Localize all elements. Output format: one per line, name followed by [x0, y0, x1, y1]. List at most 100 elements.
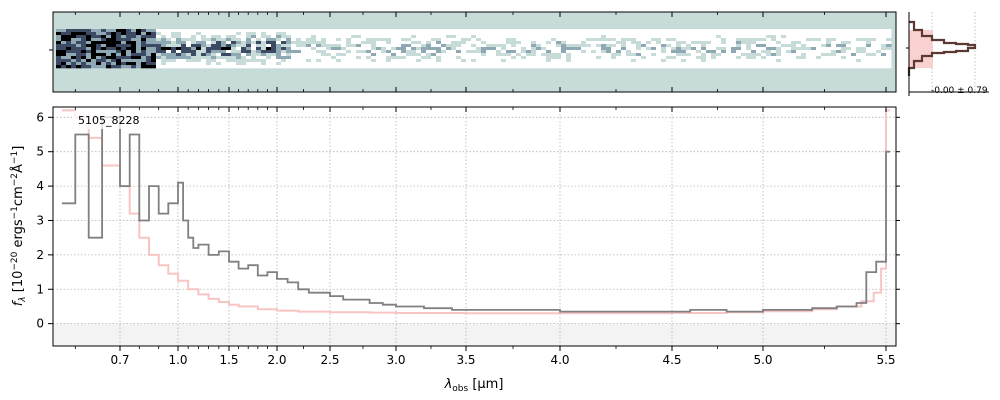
spectrum-2d-cell: [716, 38, 722, 42]
spectrum-2d-cell: [711, 47, 717, 51]
spectrum-2d-cell: [166, 56, 172, 60]
spectrum-2d-cell: [421, 62, 427, 66]
spectrum-2d-cell: [101, 50, 107, 54]
spectrum-2d-cell: [531, 29, 537, 33]
below-zero-shade: [53, 323, 896, 346]
spectrum-2d-cell: [151, 44, 157, 48]
spectrum-2d-cell: [226, 65, 232, 69]
spectrum-2d-cell: [731, 50, 737, 54]
spectrum-2d-cell: [576, 53, 582, 57]
spectrum-2d-cell: [466, 38, 472, 42]
spectrum-2d-cell: [251, 53, 257, 57]
y-tick-label: 0: [36, 317, 44, 331]
spectrum-2d-cell: [76, 47, 82, 51]
spectrum-2d-cell: [401, 62, 407, 66]
spectrum-2d-cell: [66, 59, 72, 63]
spectrum-2d-cell: [251, 35, 257, 39]
spectrum-2d-cell: [241, 41, 247, 45]
spectrum-2d-cell: [551, 29, 557, 33]
spectrum-2d-cell: [641, 44, 647, 48]
spectrum-2d-cell: [641, 38, 647, 42]
spectrum-2d-cell: [201, 47, 207, 51]
spectrum-2d-cell: [781, 41, 787, 45]
spectrum-2d-cell: [406, 29, 412, 33]
spectrum-2d-cell: [91, 41, 97, 45]
spectrum-2d-cell: [691, 41, 697, 45]
spectrum-2d-cell: [216, 35, 222, 39]
spectrum-2d-cell: [481, 32, 487, 36]
spectrum-2d-cell: [881, 62, 887, 66]
spectrum-2d-cell: [96, 65, 102, 69]
spectrum-2d-cell: [81, 50, 87, 54]
spectrum-2d-cell: [581, 56, 587, 60]
spectrum-2d-cell: [546, 62, 552, 66]
spectrum-2d-cell: [431, 50, 437, 54]
spectrum-2d-cell: [71, 41, 77, 45]
spectrum-2d-cell: [511, 41, 517, 45]
spectrum-2d-cell: [461, 29, 467, 33]
spectrum-2d-cell: [506, 65, 512, 69]
spectrum-2d-cell: [281, 32, 287, 36]
spectrum-2d-cell: [876, 59, 882, 63]
spectrum-2d-cell: [381, 41, 387, 45]
spectrum-2d-cell: [671, 50, 677, 54]
spectrum-2d-cell: [616, 41, 622, 45]
spectrum-2d-cell: [286, 38, 292, 42]
histogram-step-line: [907, 20, 977, 76]
spectrum-2d-cell: [126, 32, 132, 36]
spectrum-2d-cell: [711, 50, 717, 54]
spectrum-2d-cell: [551, 53, 557, 57]
spectrum-2d-cell: [776, 50, 782, 54]
spectrum-2d-cell: [461, 32, 467, 36]
spectrum-2d-cell: [771, 32, 777, 36]
spectrum-2d-cell: [106, 59, 112, 63]
spectrum-2d-cell: [401, 65, 407, 69]
spectrum-2d-cell: [671, 47, 677, 51]
spectrum-2d-cell: [156, 59, 162, 63]
spectrum-2d-cell: [186, 59, 192, 63]
spectrum-2d-cell: [646, 62, 652, 66]
spectrum-2d-cell: [61, 41, 67, 45]
spectrum-2d-cell: [626, 62, 632, 66]
spectrum-2d-cell: [266, 41, 272, 45]
spectrum-2d-cell: [741, 47, 747, 51]
spectrum-2d-cell: [176, 50, 182, 54]
spectrum-2d-cell: [506, 35, 512, 39]
spectrum-2d-cell: [541, 41, 547, 45]
spectrum-2d-cell: [666, 53, 672, 57]
spectrum-2d-cell: [856, 41, 862, 45]
spectrum-2d-cell: [426, 53, 432, 57]
spectrum-2d-cell: [496, 29, 502, 33]
spectrum-2d-cell: [181, 38, 187, 42]
spectrum-2d-cell: [536, 35, 542, 39]
spectrum-2d-cell: [486, 32, 492, 36]
spectrum-2d-cell: [271, 59, 277, 63]
spectrum-2d-cell: [586, 47, 592, 51]
spectrum-2d-cell: [101, 38, 107, 42]
spectrum-2d-cell: [526, 53, 532, 57]
spectrum-2d-cell: [431, 41, 437, 45]
spectrum-2d-cell: [371, 35, 377, 39]
spectrum-2d-cell: [186, 29, 192, 33]
spectrum-2d-cell: [846, 62, 852, 66]
spectrum-2d-cell: [106, 29, 112, 33]
spectrum-2d-cell: [271, 41, 277, 45]
spectrum-2d-cell: [411, 59, 417, 63]
spectrum-2d-cell: [516, 56, 522, 60]
spectrum-2d-cell: [371, 47, 377, 51]
spectrum-2d-cell: [116, 29, 122, 33]
spectrum-2d-cell: [471, 53, 477, 57]
spectrum-2d-cell: [581, 65, 587, 69]
spectrum-2d-cell: [271, 50, 277, 54]
spectrum-2d-cell: [866, 32, 872, 36]
spectrum-2d-cell: [431, 65, 437, 69]
spectrum-2d-cell: [721, 32, 727, 36]
spectrum-2d-cell: [216, 65, 222, 69]
spectrum-2d-cell: [306, 41, 312, 45]
spectrum-2d-cell: [756, 50, 762, 54]
spectrum-2d-cell: [246, 65, 252, 69]
spectrum-2d-cell: [776, 53, 782, 57]
spectrum-2d-cell: [381, 29, 387, 33]
spectrum-2d-cell: [311, 50, 317, 54]
spectrum-2d-cell: [241, 56, 247, 60]
